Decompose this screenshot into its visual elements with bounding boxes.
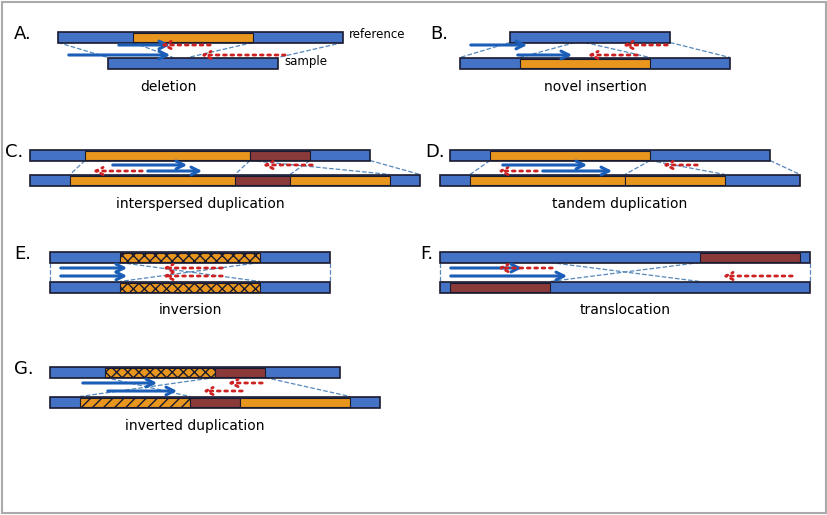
Bar [470,176,624,184]
Bar [235,176,289,184]
Text: deletion: deletion [140,80,196,94]
Bar [439,282,809,293]
Bar [460,58,729,68]
Bar [120,252,260,262]
Bar [85,150,250,160]
Bar [80,398,189,406]
Text: tandem duplication: tandem duplication [552,197,686,211]
Bar [108,58,278,68]
Bar [449,283,549,291]
Text: translocation: translocation [579,303,670,317]
Text: sample: sample [284,55,327,67]
Bar [624,176,724,184]
Text: D.: D. [424,143,444,161]
Bar [50,282,330,293]
Bar [50,251,330,263]
Bar [519,59,649,67]
Bar [439,175,799,185]
Text: C.: C. [5,143,23,161]
Bar [50,367,340,377]
Bar [133,32,253,42]
Bar [189,398,240,406]
Bar [30,149,370,161]
Bar [58,31,342,43]
Bar [439,251,809,263]
Bar [490,150,649,160]
Text: inversion: inversion [158,303,222,317]
Text: B.: B. [429,25,447,43]
Bar [50,397,380,407]
Text: interspersed duplication: interspersed duplication [116,197,284,211]
Text: E.: E. [14,245,31,263]
Text: A.: A. [14,25,31,43]
Bar [105,368,215,376]
Bar [215,368,265,376]
Bar [240,398,350,406]
Bar [250,150,309,160]
Bar [699,252,799,262]
Text: G.: G. [14,360,34,378]
Bar [30,175,419,185]
Bar [449,149,769,161]
Text: novel insertion: novel insertion [543,80,646,94]
Bar [509,31,669,43]
Text: inverted duplication: inverted duplication [125,419,265,433]
Bar [289,176,390,184]
Bar [120,283,260,291]
Bar [70,176,235,184]
Text: reference: reference [348,28,405,42]
Text: F.: F. [419,245,433,263]
